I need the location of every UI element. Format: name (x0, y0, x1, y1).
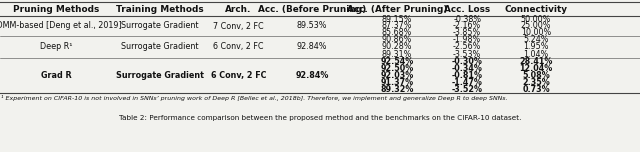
Text: 92.84%: 92.84% (297, 43, 327, 52)
Text: Surrogate Gradient: Surrogate Gradient (121, 21, 199, 31)
Text: -1.47%: -1.47% (452, 78, 483, 87)
Text: 7 Conv, 2 FC: 7 Conv, 2 FC (213, 21, 264, 31)
Text: 6 Conv, 2 FC: 6 Conv, 2 FC (213, 43, 264, 52)
Text: 5.24%: 5.24% (524, 35, 548, 44)
Text: 92.50%: 92.50% (380, 64, 413, 73)
Text: Connectivity: Connectivity (504, 5, 568, 14)
Text: 25.00%: 25.00% (521, 21, 551, 31)
Text: 89.15%: 89.15% (381, 15, 412, 24)
Text: -0.81%: -0.81% (452, 71, 483, 80)
Text: Surrogate Gradient: Surrogate Gradient (121, 43, 199, 52)
Text: -0.34%: -0.34% (452, 64, 483, 73)
Text: 92.54%: 92.54% (380, 57, 413, 66)
Text: Acc. (Before Pruning): Acc. (Before Pruning) (258, 5, 366, 14)
Text: 92.84%: 92.84% (295, 71, 329, 80)
Text: ADMM-based [Deng et al., 2019]: ADMM-based [Deng et al., 2019] (0, 21, 122, 31)
Text: 12.04%: 12.04% (520, 64, 552, 73)
Text: 1.95%: 1.95% (524, 43, 548, 52)
Text: 0.73%: 0.73% (522, 85, 550, 94)
Text: -3.52%: -3.52% (452, 85, 483, 94)
Text: Deep R¹: Deep R¹ (40, 43, 72, 52)
Text: -2.56%: -2.56% (453, 43, 481, 52)
Text: Grad R: Grad R (41, 71, 71, 80)
Text: 10.00%: 10.00% (521, 28, 551, 37)
Text: 85.68%: 85.68% (381, 28, 412, 37)
Text: Acc. (After Pruning): Acc. (After Pruning) (346, 5, 447, 14)
Text: Acc. Loss: Acc. Loss (444, 5, 490, 14)
Text: Pruning Methods: Pruning Methods (13, 5, 99, 14)
Text: 50.00%: 50.00% (521, 15, 551, 24)
Text: 5.08%: 5.08% (522, 71, 550, 80)
Text: -0.38%: -0.38% (453, 15, 481, 24)
Text: 6 Conv, 2 FC: 6 Conv, 2 FC (211, 71, 266, 80)
Text: ¹ Experiment on CIFAR-10 is not involved in SNNs’ pruning work of Deep R [Bellec: ¹ Experiment on CIFAR-10 is not involved… (1, 95, 508, 101)
Text: Surrogate Gradient: Surrogate Gradient (116, 71, 204, 80)
Text: 91.37%: 91.37% (380, 78, 413, 87)
Text: 89.32%: 89.32% (380, 85, 413, 94)
Text: -0.30%: -0.30% (452, 57, 483, 66)
Text: -3.53%: -3.53% (453, 50, 481, 59)
Text: -3.85%: -3.85% (453, 28, 481, 37)
Text: Table 2: Performance comparison between the proposed method and the benchmarks o: Table 2: Performance comparison between … (119, 115, 521, 121)
Text: 90.86%: 90.86% (381, 35, 412, 44)
Text: 89.53%: 89.53% (297, 21, 327, 31)
Text: Training Methods: Training Methods (116, 5, 204, 14)
Text: 1.04%: 1.04% (524, 50, 548, 59)
Text: 90.28%: 90.28% (381, 43, 412, 52)
Text: Arch.: Arch. (225, 5, 252, 14)
Text: 92.03%: 92.03% (380, 71, 413, 80)
Text: 2.35%: 2.35% (522, 78, 550, 87)
Text: -2.16%: -2.16% (453, 21, 481, 31)
Text: 89.31%: 89.31% (381, 50, 412, 59)
Text: 28.41%: 28.41% (519, 57, 553, 66)
Text: 87.37%: 87.37% (381, 21, 412, 31)
Text: -1.98%: -1.98% (453, 35, 481, 44)
